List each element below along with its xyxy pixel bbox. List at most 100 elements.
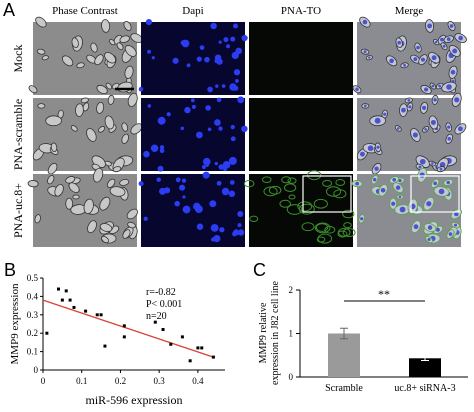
cell	[101, 19, 111, 33]
trendline	[42, 299, 214, 358]
cell	[36, 48, 46, 55]
nucleus	[147, 104, 152, 108]
micrograph	[243, 170, 356, 247]
point	[60, 298, 64, 302]
x-tick-label: 0	[41, 376, 46, 386]
nucleus	[175, 177, 181, 183]
nucleus	[373, 178, 377, 182]
stain	[322, 179, 333, 187]
nucleus	[216, 97, 222, 103]
point	[56, 287, 60, 291]
nucleus	[235, 79, 239, 83]
nucleus	[233, 23, 239, 29]
nucleus	[174, 200, 180, 207]
stain	[297, 201, 313, 212]
nucleus	[433, 98, 437, 102]
micrograph	[138, 19, 248, 95]
micrograph	[352, 16, 467, 95]
cell	[126, 208, 138, 220]
cell	[68, 182, 80, 193]
cell	[119, 179, 130, 186]
cell	[71, 37, 79, 48]
nucleus	[446, 37, 451, 42]
nucleus	[180, 126, 185, 131]
nucleus	[211, 224, 218, 231]
nucleus	[439, 167, 443, 171]
point	[188, 359, 192, 363]
x-tick-label: uc.8+ siRNA-3	[394, 383, 455, 394]
column-header: PNA-TO	[281, 5, 321, 17]
nucleus	[205, 105, 211, 111]
micrograph	[138, 171, 245, 247]
y-tick-label: 0.3	[27, 310, 39, 320]
cell	[101, 235, 109, 244]
cell	[124, 45, 137, 57]
point	[211, 355, 215, 359]
micrograph	[356, 92, 467, 175]
cell	[54, 184, 64, 197]
row-label: PNA-scramble	[11, 99, 25, 170]
nucleus	[204, 56, 210, 63]
image-background	[141, 174, 245, 247]
column-header: Merge	[395, 5, 424, 17]
cell	[127, 221, 136, 229]
nucleus	[397, 40, 402, 45]
column-header: Phase Contrast	[52, 5, 118, 17]
x-tick-label: 0.2	[115, 376, 126, 386]
stain	[325, 186, 342, 197]
cell	[99, 223, 113, 233]
stain	[301, 222, 315, 232]
nucleus	[143, 216, 148, 221]
row-label: Mock	[11, 45, 25, 73]
cell	[104, 115, 115, 130]
nucleus	[193, 202, 201, 211]
nucleus	[164, 187, 171, 194]
stain	[343, 222, 352, 229]
cell	[124, 65, 134, 79]
stain	[262, 176, 272, 184]
cell	[94, 54, 104, 66]
nucleus	[446, 84, 452, 90]
nucleus	[159, 148, 165, 154]
nucleus	[228, 190, 236, 198]
nucleus	[218, 164, 224, 170]
nucleus	[454, 223, 458, 227]
error-bar	[340, 327, 348, 340]
x-axis-label: miR-596 expression	[86, 393, 183, 407]
cell	[34, 214, 41, 224]
column-header: Dapi	[182, 5, 203, 17]
nucleus	[216, 180, 222, 186]
image-background	[141, 22, 245, 95]
cell	[35, 16, 47, 28]
nucleus	[383, 112, 387, 116]
nucleus	[209, 200, 217, 208]
cell	[82, 102, 90, 112]
nucleus	[447, 136, 452, 141]
nucleus	[229, 180, 235, 185]
image-background	[249, 98, 353, 171]
annotation: r=-0.82	[146, 287, 176, 298]
cell	[122, 229, 131, 239]
nucleus	[431, 162, 434, 165]
nucleus	[452, 48, 458, 54]
image-background	[357, 22, 461, 95]
nucleus	[408, 105, 412, 109]
nucleus	[218, 40, 222, 44]
nucleus	[151, 56, 155, 60]
nucleus	[424, 127, 427, 131]
nucleus	[446, 180, 451, 185]
cell	[65, 197, 74, 210]
significance: **	[378, 287, 390, 301]
cell	[50, 142, 58, 153]
inset	[410, 175, 460, 213]
nucleus	[202, 171, 210, 179]
nucleus	[427, 238, 431, 242]
cell	[121, 133, 130, 144]
micrograph	[141, 96, 248, 172]
stain	[283, 183, 297, 192]
nucleus	[374, 166, 379, 171]
nucleus	[207, 127, 212, 132]
y-tick-label: 0.4	[27, 291, 39, 301]
stain	[315, 223, 329, 232]
nucleus	[413, 224, 419, 230]
